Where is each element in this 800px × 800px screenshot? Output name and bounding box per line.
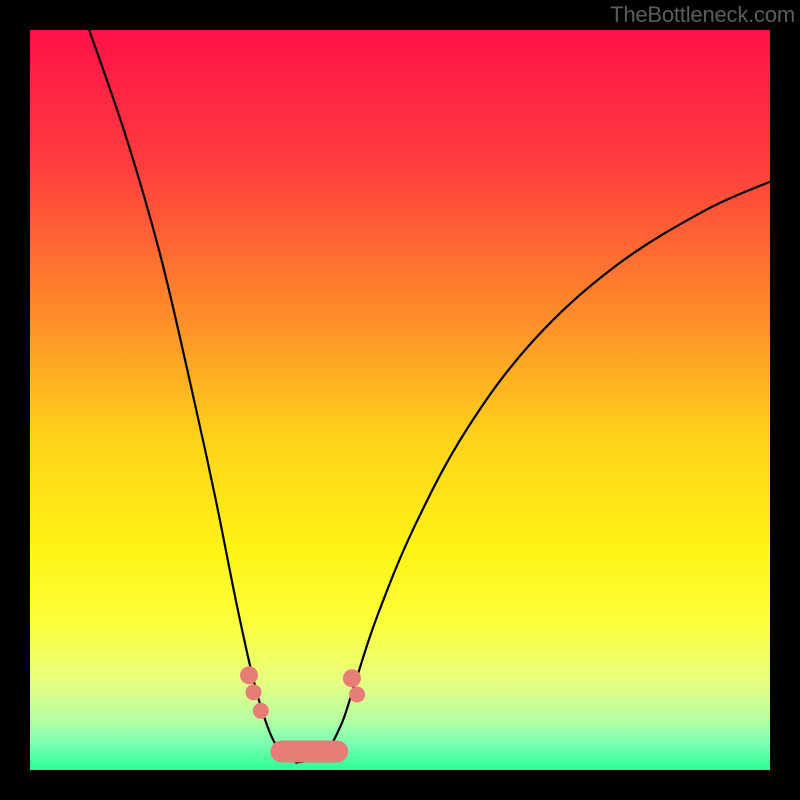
chart-svg [0,0,800,800]
marker-point [349,687,365,703]
marker-trough-blob [271,741,349,763]
chart-frame: TheBottleneck.com [0,0,800,800]
marker-point [253,703,269,719]
marker-point [343,669,361,687]
marker-point [240,666,258,684]
plot-background [30,30,770,770]
watermark-text: TheBottleneck.com [610,2,795,28]
marker-point [245,684,261,700]
